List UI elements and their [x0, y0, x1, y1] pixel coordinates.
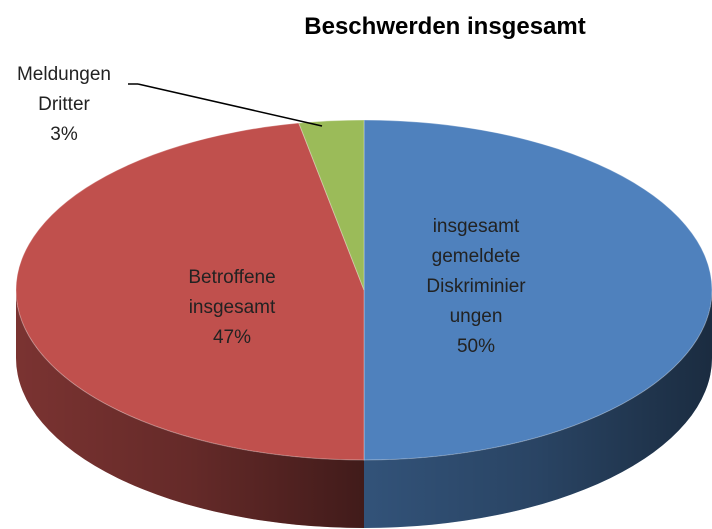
value-label: 47%	[213, 327, 251, 348]
value-label: 3%	[50, 124, 78, 145]
label-line: Betroffene	[188, 267, 275, 288]
chart-title: Beschwerden insgesamt	[304, 13, 585, 40]
label-line: Dritter	[38, 94, 90, 115]
label-line: ungen	[450, 306, 503, 327]
slice-label: insgesamt gemeldete Diskriminier ungen	[426, 216, 526, 327]
slice-side-shade	[16, 290, 364, 528]
label-line: insgesamt	[189, 297, 276, 318]
label-line: gemeldete	[432, 246, 521, 267]
leader-line	[137, 83, 323, 127]
slice	[298, 119, 365, 291]
label-line: Meldungen	[17, 64, 111, 85]
value-label: 50%	[457, 336, 495, 357]
slice-label: Meldungen Dritter	[17, 64, 111, 115]
slice-label: Betroffene insgesamt	[188, 267, 276, 318]
slice-side-shade	[364, 290, 712, 528]
label-line: insgesamt	[433, 216, 520, 237]
slice	[15, 122, 365, 461]
label-line: Diskriminier	[426, 276, 526, 297]
